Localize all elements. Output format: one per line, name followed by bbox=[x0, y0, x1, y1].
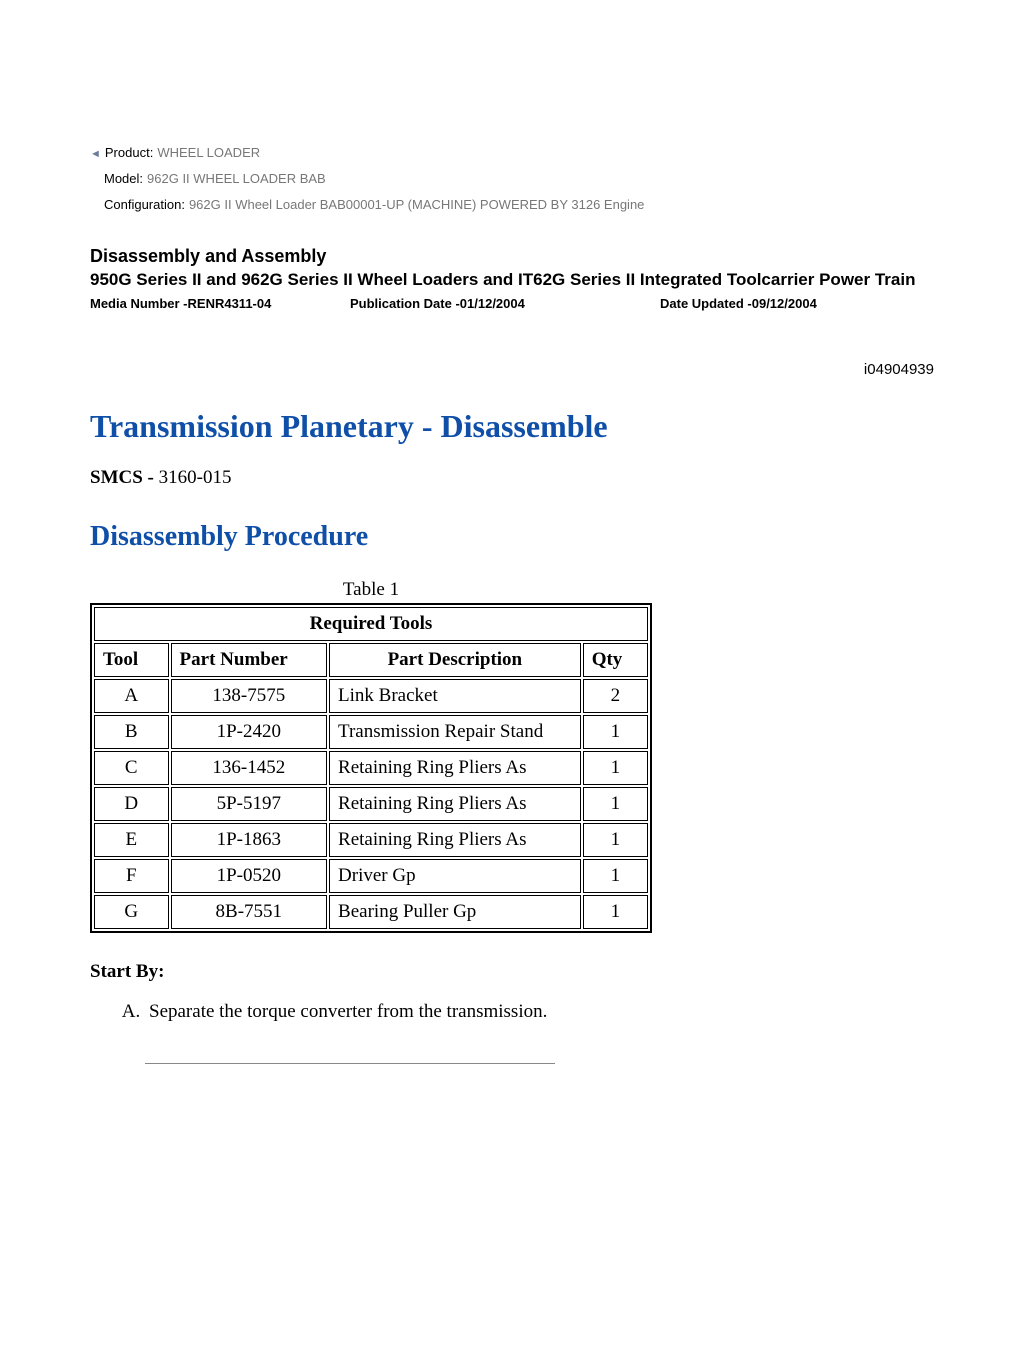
cell-part-number: 1P-0520 bbox=[171, 859, 328, 893]
meta-block: ◄ Product: WHEEL LOADER Model: 962G II W… bbox=[90, 140, 934, 218]
cell-qty: 1 bbox=[583, 823, 648, 857]
table-row: C136-1452Retaining Ring Pliers As1 bbox=[94, 751, 648, 785]
back-arrow-icon[interactable]: ◄ bbox=[90, 143, 101, 165]
cell-qty: 1 bbox=[583, 895, 648, 929]
table-row: D5P-5197Retaining Ring Pliers As1 bbox=[94, 787, 648, 821]
product-label: Product: bbox=[105, 140, 153, 166]
table-row: G8B-7551Bearing Puller Gp1 bbox=[94, 895, 648, 929]
cell-part-number: 5P-5197 bbox=[171, 787, 328, 821]
table-row: A138-7575Link Bracket2 bbox=[94, 679, 648, 713]
cell-tool: C bbox=[94, 751, 169, 785]
cell-tool: E bbox=[94, 823, 169, 857]
page-title: Transmission Planetary - Disassemble bbox=[90, 408, 934, 445]
table-title: Required Tools bbox=[94, 607, 648, 641]
divider bbox=[145, 1063, 555, 1064]
start-by-list: Separate the torque converter from the t… bbox=[90, 1001, 934, 1023]
meta-row-model: Model: 962G II WHEEL LOADER BAB bbox=[90, 166, 934, 192]
table-row: E1P-1863Retaining Ring Pliers As1 bbox=[94, 823, 648, 857]
smcs-code: 3160-015 bbox=[154, 467, 232, 488]
cell-tool: B bbox=[94, 715, 169, 749]
cell-qty: 1 bbox=[583, 787, 648, 821]
smcs-label: SMCS - bbox=[90, 467, 154, 488]
cell-part-number: 8B-7551 bbox=[171, 895, 328, 929]
start-by-label: Start By: bbox=[90, 961, 934, 983]
meta-row-product: ◄ Product: WHEEL LOADER bbox=[90, 140, 934, 166]
config-value: 962G II Wheel Loader BAB00001-UP (MACHIN… bbox=[189, 192, 644, 218]
product-value: WHEEL LOADER bbox=[157, 140, 260, 166]
publication-row: Media Number -RENR4311-04 Publication Da… bbox=[90, 296, 934, 311]
cell-tool: A bbox=[94, 679, 169, 713]
section-subtitle: 950G Series II and 962G Series II Wheel … bbox=[90, 269, 934, 292]
model-value: 962G II WHEEL LOADER BAB bbox=[147, 166, 326, 192]
cell-part-number: 1P-1863 bbox=[171, 823, 328, 857]
tools-table: Required Tools Tool Part Number Part Des… bbox=[90, 603, 652, 933]
col-part-number: Part Number bbox=[171, 643, 328, 677]
cell-tool: G bbox=[94, 895, 169, 929]
cell-qty: 1 bbox=[583, 715, 648, 749]
section-title: Disassembly and Assembly bbox=[90, 246, 934, 267]
smcs-line: SMCS - 3160-015 bbox=[90, 467, 934, 489]
table-caption: Table 1 bbox=[90, 579, 652, 601]
cell-part-number: 1P-2420 bbox=[171, 715, 328, 749]
col-part-desc: Part Description bbox=[329, 643, 581, 677]
cell-part-desc: Link Bracket bbox=[329, 679, 581, 713]
page: ◄ Product: WHEEL LOADER Model: 962G II W… bbox=[0, 0, 1024, 1124]
cell-part-desc: Retaining Ring Pliers As bbox=[329, 787, 581, 821]
date-updated: Date Updated -09/12/2004 bbox=[660, 296, 934, 311]
media-number: Media Number -RENR4311-04 bbox=[90, 296, 350, 311]
doc-id: i04904939 bbox=[90, 361, 934, 378]
cell-qty: 2 bbox=[583, 679, 648, 713]
cell-part-desc: Transmission Repair Stand bbox=[329, 715, 581, 749]
list-item: Separate the torque converter from the t… bbox=[145, 1001, 934, 1023]
meta-row-config: Configuration: 962G II Wheel Loader BAB0… bbox=[90, 192, 934, 218]
table-header-row: Tool Part Number Part Description Qty bbox=[94, 643, 648, 677]
cell-qty: 1 bbox=[583, 751, 648, 785]
table-row: F1P-0520Driver Gp1 bbox=[94, 859, 648, 893]
cell-part-desc: Bearing Puller Gp bbox=[329, 895, 581, 929]
cell-part-desc: Retaining Ring Pliers As bbox=[329, 751, 581, 785]
cell-part-desc: Retaining Ring Pliers As bbox=[329, 823, 581, 857]
cell-part-number: 136-1452 bbox=[171, 751, 328, 785]
cell-part-desc: Driver Gp bbox=[329, 859, 581, 893]
cell-tool: F bbox=[94, 859, 169, 893]
cell-part-number: 138-7575 bbox=[171, 679, 328, 713]
cell-qty: 1 bbox=[583, 859, 648, 893]
table-title-row: Required Tools bbox=[94, 607, 648, 641]
subheading: Disassembly Procedure bbox=[90, 521, 934, 553]
col-qty: Qty bbox=[583, 643, 648, 677]
tools-table-wrap: Table 1 Required Tools Tool Part Number … bbox=[90, 579, 934, 933]
table-row: B1P-2420Transmission Repair Stand1 bbox=[94, 715, 648, 749]
publication-date: Publication Date -01/12/2004 bbox=[350, 296, 660, 311]
col-tool: Tool bbox=[94, 643, 169, 677]
config-label: Configuration: bbox=[104, 192, 185, 218]
model-label: Model: bbox=[104, 166, 143, 192]
cell-tool: D bbox=[94, 787, 169, 821]
